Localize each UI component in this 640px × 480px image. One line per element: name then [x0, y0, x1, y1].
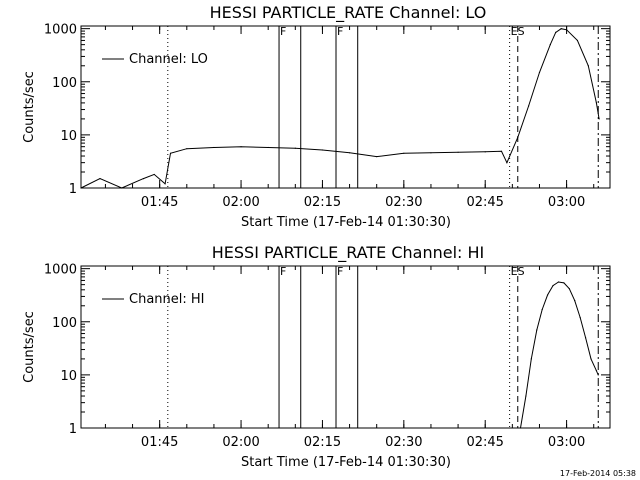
- data-point: [376, 156, 378, 158]
- data-point: [598, 118, 600, 120]
- event-marker-label: F: [280, 265, 286, 278]
- y-tick-label: 10: [60, 129, 77, 144]
- data-point: [579, 316, 581, 319]
- data-point: [597, 374, 599, 376]
- data-point: [99, 178, 101, 180]
- legend-label: Channel: LO: [129, 52, 208, 67]
- plot-frame: [80, 25, 611, 189]
- chart-title: HESSI PARTICLE_RATE Channel: HI: [212, 243, 485, 263]
- y-tick-group: 1 10 100 1000: [44, 23, 610, 197]
- timestamp-stamp: 17-Feb-2014 05:38: [560, 469, 636, 478]
- data-point: [267, 146, 269, 149]
- x-axis-label: Start Time (17-Feb-14 01:30:30): [241, 455, 451, 470]
- data-point: [595, 370, 598, 372]
- data-point: [563, 282, 565, 284]
- data-point: [294, 147, 296, 149]
- x-tick-label: 02:15: [304, 195, 341, 210]
- x-tick-label: 02:00: [222, 435, 259, 450]
- data-point: [536, 329, 538, 331]
- x-tick-label: 02:45: [466, 435, 503, 450]
- marker-group: F F ES: [167, 25, 599, 188]
- y-tick-label: 10: [60, 369, 77, 384]
- data-point: [500, 150, 503, 152]
- panel-hi: HESSI PARTICLE_RATE Channel: HI Counts/s…: [22, 243, 611, 470]
- x-tick-label: 02:30: [385, 435, 422, 450]
- data-point: [506, 162, 508, 164]
- x-tick-label: 01:45: [141, 435, 178, 450]
- chart-title: HESSI PARTICLE_RATE Channel: LO: [210, 3, 487, 23]
- data-point: [121, 187, 123, 189]
- x-axis-label: Start Time (17-Feb-14 01:30:30): [241, 215, 451, 230]
- data-point: [457, 151, 459, 153]
- x-tick-group: 01:45 02:00 02:15 02:30 02:45 03:00: [104, 266, 595, 450]
- y-tick-label: 1: [69, 182, 77, 197]
- data-point: [240, 146, 242, 148]
- x-tick-label: 02:45: [466, 195, 503, 210]
- legend-label: Channel: HI: [129, 292, 205, 307]
- data-point: [430, 152, 432, 154]
- y-tick-label: 100: [52, 76, 77, 91]
- x-tick-group: 01:45 02:00 02:15 02:30 02:45 03:00: [104, 26, 595, 210]
- data-point: [142, 178, 144, 180]
- data-point: [555, 31, 557, 34]
- data-point: [538, 71, 541, 74]
- x-tick-label: 02:15: [304, 435, 341, 450]
- y-tick-label: 100: [52, 316, 77, 331]
- data-point: [574, 300, 576, 302]
- data-point: [484, 151, 486, 153]
- x-tick-label: 02:00: [222, 195, 259, 210]
- x-tick-label: 01:45: [141, 195, 178, 210]
- data-point: [213, 146, 215, 149]
- x-tick-label: 03:00: [548, 435, 585, 450]
- event-marker-label: F: [280, 25, 286, 38]
- y-axis-label: Counts/sec: [22, 71, 37, 143]
- data-point: [153, 173, 155, 176]
- data-point: [584, 337, 587, 339]
- marker-group: F F ES: [167, 265, 599, 428]
- data-point: [552, 284, 554, 287]
- event-marker-label: F: [337, 265, 343, 278]
- data-point: [587, 65, 589, 67]
- data-point: [560, 28, 562, 30]
- data-point: [590, 358, 592, 360]
- data-point: [576, 39, 579, 42]
- data-point: [164, 183, 166, 185]
- plot-frame: [80, 265, 611, 429]
- data-point: [541, 308, 543, 311]
- series-group: [519, 281, 599, 429]
- data-point: [186, 148, 188, 150]
- data-point: [403, 152, 405, 154]
- y-tick-label: 1: [69, 422, 77, 437]
- data-point: [530, 358, 532, 360]
- data-point: [169, 152, 172, 154]
- y-tick-label: 1000: [44, 263, 77, 278]
- panel-lo: HESSI PARTICLE_RATE Channel: LO Counts/s…: [22, 3, 611, 230]
- x-tick-label: 03:00: [548, 195, 585, 210]
- data-point: [557, 281, 560, 283]
- data-point: [517, 136, 519, 138]
- data-point: [549, 44, 551, 46]
- data-point: [321, 149, 324, 151]
- data-point: [528, 105, 530, 107]
- data-point: [595, 102, 598, 104]
- series-line: [80, 28, 600, 189]
- y-tick-group: 1 10 100 1000: [44, 263, 610, 437]
- x-tick-label: 02:30: [385, 195, 422, 210]
- data-point: [80, 187, 82, 189]
- data-point: [519, 427, 522, 429]
- data-point: [568, 288, 570, 290]
- y-axis-label: Counts/sec: [22, 311, 37, 383]
- data-point: [348, 152, 351, 154]
- data-point: [547, 294, 549, 296]
- y-tick-label: 1000: [44, 23, 77, 38]
- data-point: [525, 395, 527, 397]
- series-line: [520, 281, 599, 429]
- event-marker-label: F: [337, 25, 343, 38]
- data-point: [565, 29, 568, 31]
- series-group: [80, 28, 600, 189]
